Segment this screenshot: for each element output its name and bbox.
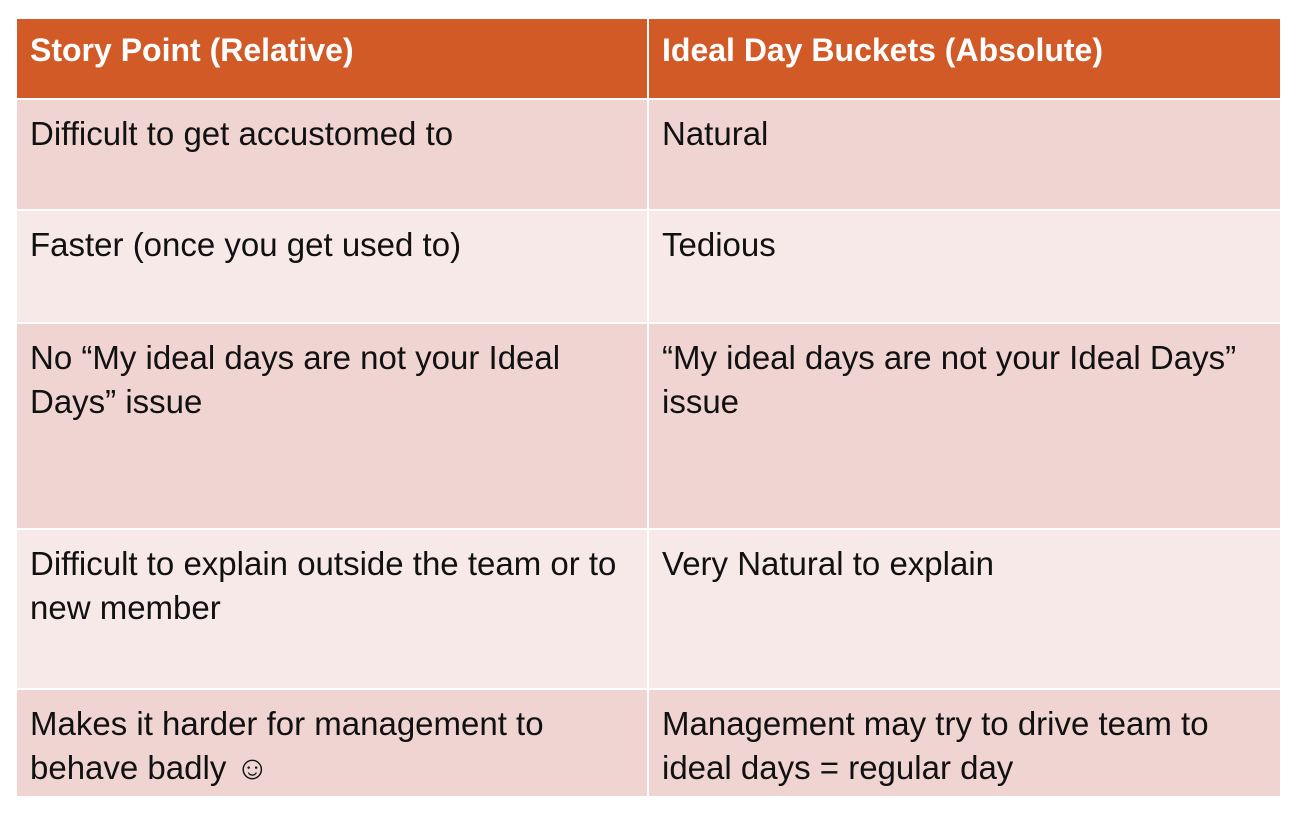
table-cell: Difficult to get accustomed to — [15, 98, 649, 211]
table-row: Difficult to get accustomed to Natural — [15, 98, 1282, 211]
table-header-row: Story Point (Relative) Ideal Day Buckets… — [15, 17, 1282, 100]
comparison-table: Story Point (Relative) Ideal Day Buckets… — [15, 17, 1282, 798]
table-row: Makes it harder for management to behave… — [15, 688, 1282, 798]
table-cell: Management may try to drive team to idea… — [647, 688, 1282, 798]
table-row: No “My ideal days are not your Ideal Day… — [15, 322, 1282, 530]
header-ideal-day-buckets: Ideal Day Buckets (Absolute) — [647, 17, 1282, 100]
table-row: Faster (once you get used to) Tedious — [15, 209, 1282, 324]
table-cell: Tedious — [647, 209, 1282, 324]
table-cell: “My ideal days are not your Ideal Days” … — [647, 322, 1282, 530]
table-cell: No “My ideal days are not your Ideal Day… — [15, 322, 649, 530]
table-cell: Faster (once you get used to) — [15, 209, 649, 324]
header-story-point: Story Point (Relative) — [15, 17, 649, 100]
table-cell: Makes it harder for management to behave… — [15, 688, 649, 798]
table-cell: Natural — [647, 98, 1282, 211]
table-row: Difficult to explain outside the team or… — [15, 528, 1282, 690]
table-cell: Difficult to explain outside the team or… — [15, 528, 649, 690]
table-cell: Very Natural to explain — [647, 528, 1282, 690]
